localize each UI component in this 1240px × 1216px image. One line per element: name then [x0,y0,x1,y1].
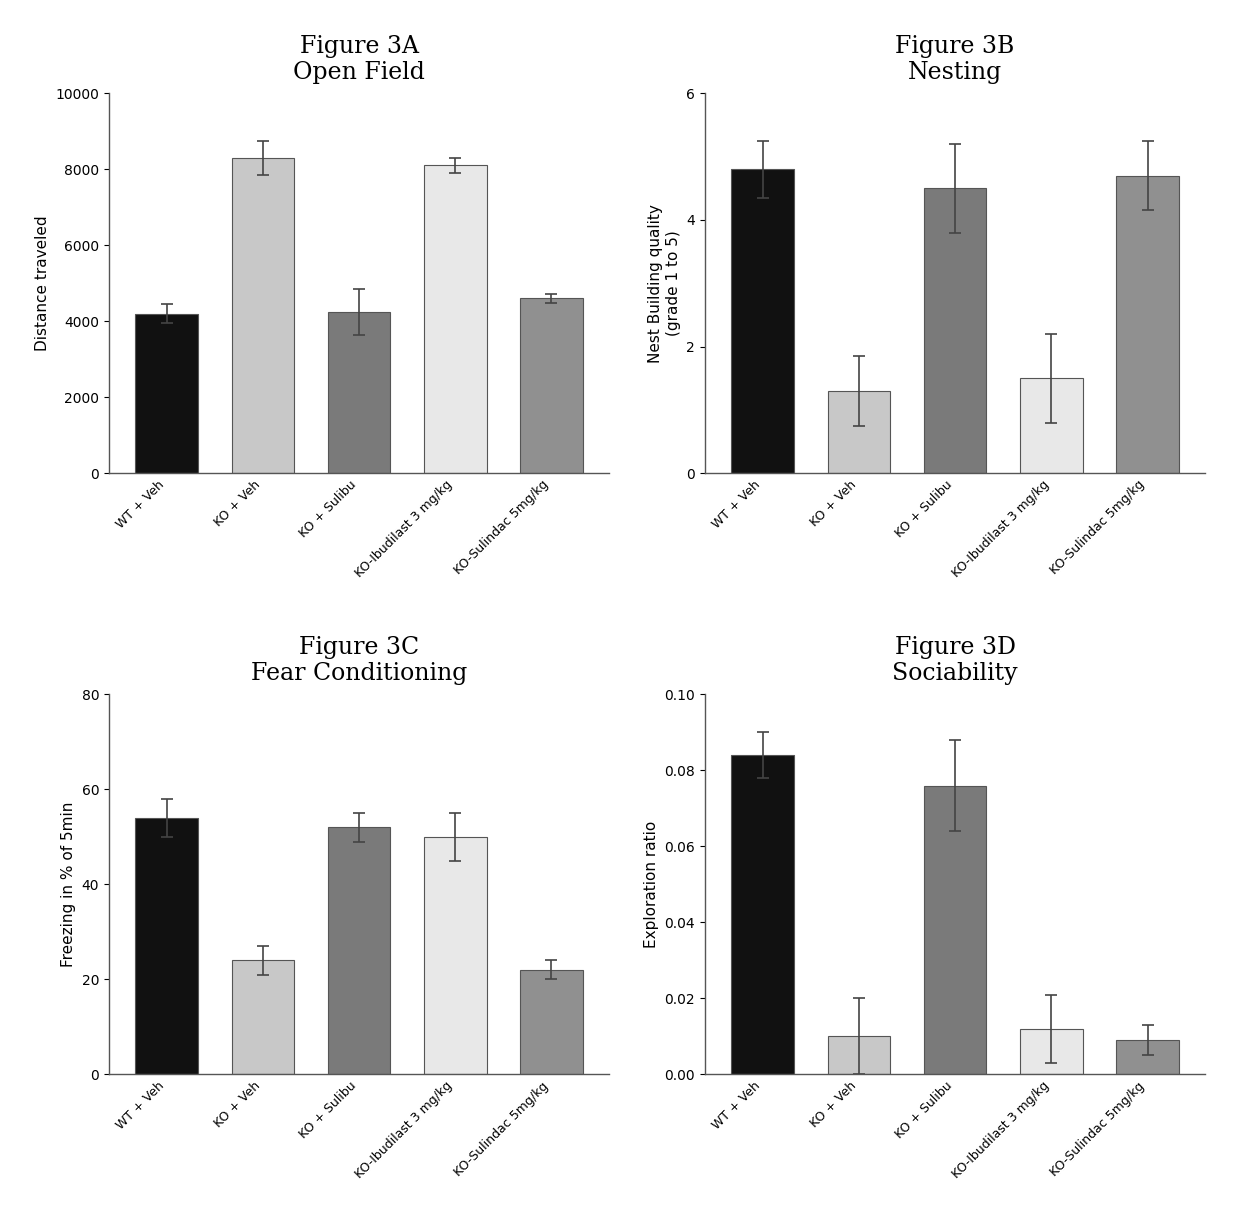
Bar [924,188,986,473]
Bar [232,158,294,473]
Bar [424,837,486,1075]
Y-axis label: Exploration ratio: Exploration ratio [644,821,658,948]
Bar [521,970,583,1075]
Bar [827,392,890,473]
Bar [232,961,294,1075]
Title: Figure 3C
Fear Conditioning: Figure 3C Fear Conditioning [250,636,467,686]
Y-axis label: Freezing in % of 5min: Freezing in % of 5min [61,801,76,967]
Bar [521,298,583,473]
Bar [732,755,794,1075]
Bar [327,827,391,1075]
Bar [424,165,486,473]
Title: Figure 3D
Sociability: Figure 3D Sociability [893,636,1018,686]
Bar [1116,175,1179,473]
Bar [135,314,198,473]
Bar [924,786,986,1075]
Bar [1021,378,1083,473]
Bar [1116,1040,1179,1075]
Bar [327,311,391,473]
Y-axis label: Distance traveled: Distance traveled [35,215,50,351]
Bar [827,1036,890,1075]
Bar [1021,1029,1083,1075]
Title: Figure 3B
Nesting: Figure 3B Nesting [895,35,1014,84]
Title: Figure 3A
Open Field: Figure 3A Open Field [293,35,425,84]
Y-axis label: Nest Building quality
(grade 1 to 5): Nest Building quality (grade 1 to 5) [649,204,681,362]
Bar [732,169,794,473]
Bar [135,818,198,1075]
